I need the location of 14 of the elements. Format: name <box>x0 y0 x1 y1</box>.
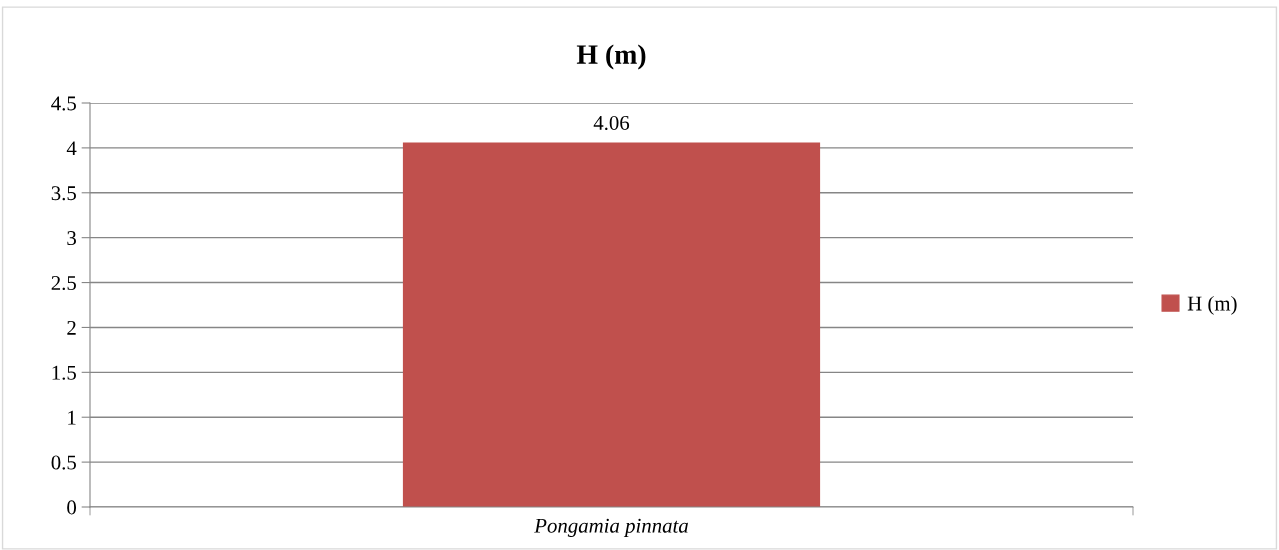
chart-title: H (m) <box>576 44 646 70</box>
y-tick-label: 3.5 <box>51 186 76 201</box>
y-tick-label: 1.5 <box>52 365 76 380</box>
legend-label: H (m) <box>1187 295 1237 315</box>
y-tick-label: 4 <box>66 141 77 156</box>
y-tick-label: 1 <box>68 410 76 425</box>
y-tick-label: 0 <box>67 500 77 515</box>
y-tick-label: 4.5 <box>51 96 76 111</box>
y-tick-label: 2.5 <box>51 275 76 291</box>
y-tick-label: 2 <box>67 320 76 335</box>
data-label: 4.06 <box>593 115 630 131</box>
y-tick-label: 0.5 <box>51 455 76 470</box>
y-tick-label: 3 <box>67 231 76 246</box>
x-tick-label: Pongamia pinnata <box>534 518 688 537</box>
